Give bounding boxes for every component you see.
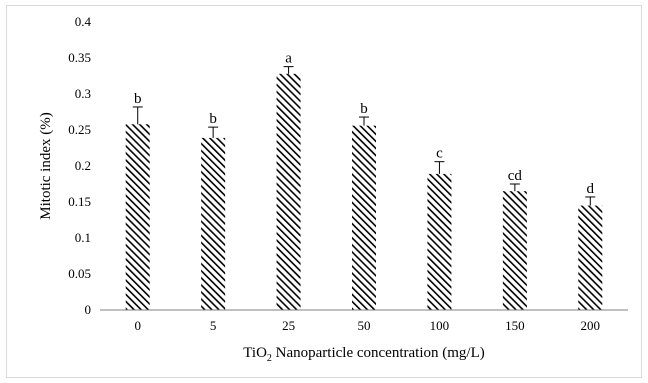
x-tick-label: 5 <box>210 318 217 333</box>
y-tick-label: 0.3 <box>75 86 91 101</box>
bar <box>352 125 376 311</box>
x-tick-label: 50 <box>358 318 371 333</box>
significance-label: b <box>360 101 368 117</box>
bar <box>276 73 301 310</box>
significance-label: b <box>209 111 217 127</box>
chart-frame <box>6 5 642 378</box>
bar <box>125 124 150 311</box>
bar <box>201 137 226 310</box>
bar <box>427 173 452 310</box>
y-tick-label: 0 <box>85 302 92 317</box>
significance-label: cd <box>508 168 523 184</box>
bars-group <box>125 73 603 311</box>
x-axis-label-prefix: TiO <box>243 345 267 361</box>
y-tick-label: 0.1 <box>75 230 91 245</box>
error-bars-group <box>132 66 596 206</box>
x-tick-label: 200 <box>581 318 601 333</box>
y-tick-label: 0.4 <box>75 14 92 29</box>
significance-label: c <box>436 146 443 162</box>
x-axis-ticks: 0 5 25 50 100 150 200 <box>134 318 600 333</box>
y-tick-label: 0.05 <box>68 266 91 281</box>
significance-label: d <box>587 181 595 197</box>
bar <box>578 205 603 310</box>
bar <box>502 191 527 310</box>
y-tick-label: 0.25 <box>68 122 91 137</box>
significance-label: a <box>285 51 292 67</box>
x-axis-label-subscript: 2 <box>267 353 272 364</box>
y-tick-label: 0.2 <box>75 158 91 173</box>
y-axis-label: Mitotic index (%) <box>38 112 54 219</box>
y-axis-ticks: 0 0.05 0.1 0.15 0.2 0.25 0.3 0.35 0.4 <box>68 14 91 317</box>
x-axis-label-suffix: Nanoparticle concentration (mg/L) <box>272 345 485 361</box>
significance-label: b <box>134 91 142 107</box>
y-tick-label: 0.35 <box>68 50 91 65</box>
x-tick-label: 0 <box>134 318 141 333</box>
x-tick-label: 150 <box>505 318 525 333</box>
x-tick-label: 100 <box>430 318 450 333</box>
y-tick-label: 0.15 <box>68 194 91 209</box>
x-tick-label: 25 <box>282 318 295 333</box>
x-axis-label: TiO2 Nanoparticle concentration (mg/L) <box>243 345 484 364</box>
significance-labels-group: b b a b c cd d <box>134 51 595 197</box>
